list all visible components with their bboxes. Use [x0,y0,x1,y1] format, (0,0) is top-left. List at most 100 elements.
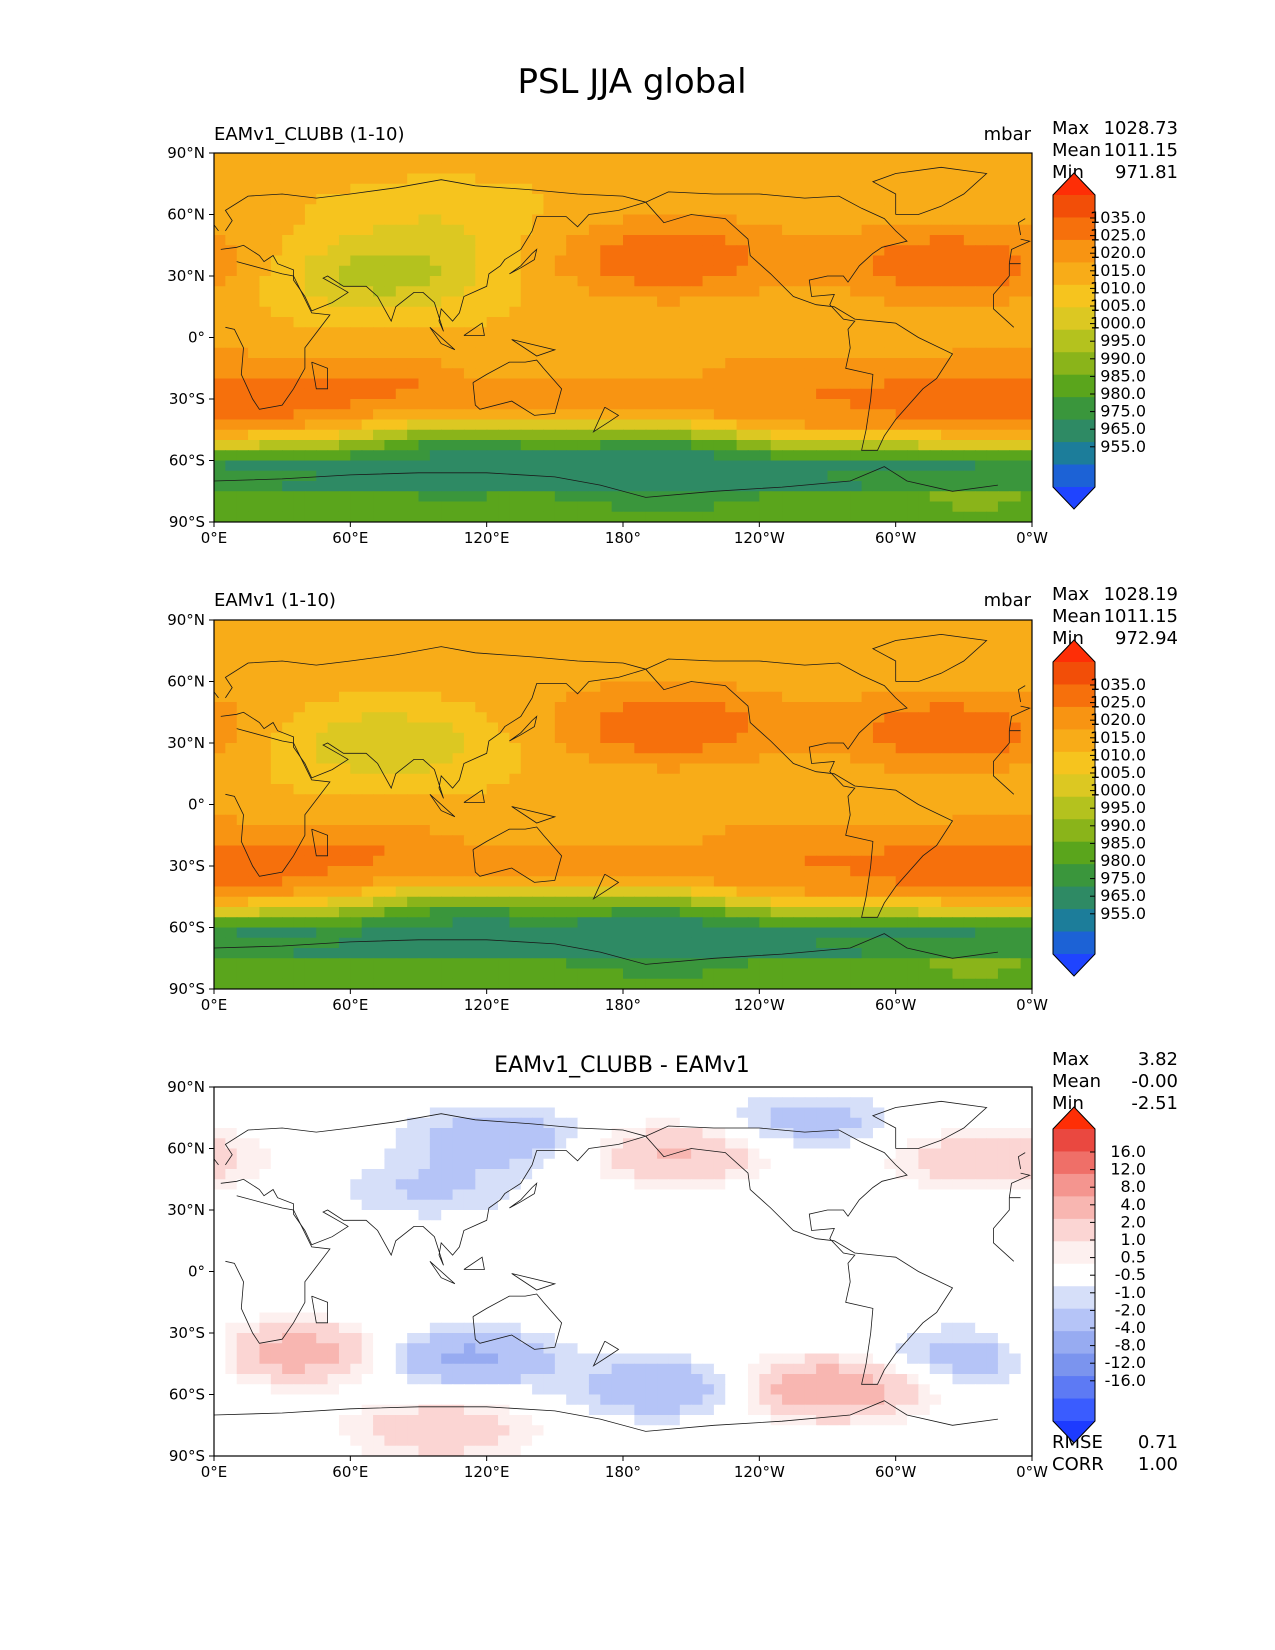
field-cell [373,753,386,765]
field-cell [668,173,681,185]
field-cell [907,306,919,318]
field-cell [452,804,465,816]
field-cell [668,255,681,267]
field-cell [236,702,249,713]
field-cell [657,245,670,257]
field-cell [691,224,704,236]
field-cell [338,460,351,472]
field-cell [543,712,556,724]
field-cell [770,481,783,492]
field-cell [441,722,454,734]
field-cell [850,460,863,472]
field-cell [884,753,897,765]
field-cell [452,501,465,513]
field-cell [827,224,840,236]
field-cell [702,265,715,277]
field-cell [702,399,715,410]
field-cell [793,927,806,939]
field-cell [429,429,442,441]
field-cell [373,763,386,775]
field-cell [850,814,863,826]
field-cell [838,794,851,806]
field-cell [384,855,397,867]
field-cell [816,286,829,298]
field-cell [327,835,340,847]
field-cell [759,671,772,683]
field-cell [827,306,840,318]
field-cell [657,470,670,482]
field-cell [395,620,408,631]
field-cell [509,511,522,522]
field-cell [316,886,329,898]
field-cell [577,927,590,939]
field-cell [554,153,567,164]
field-cell [259,691,272,703]
stat-max-label: Max [1052,584,1090,605]
field-cell [997,440,1010,451]
field-cell [486,429,499,441]
field-cell [975,214,988,226]
field-cell [872,153,885,164]
field-cell [838,763,851,775]
field-cell [293,245,306,257]
field-cell [941,722,954,734]
field-cell [838,640,851,652]
field-cell [975,804,988,816]
field-cell [804,409,817,421]
field-cell [691,825,704,836]
field-cell [770,866,783,877]
field-cell [952,784,965,795]
field-cell [827,276,840,287]
field-cell [702,296,715,308]
field-cell [293,429,306,441]
field-cell [929,640,942,652]
field-cell [623,681,635,693]
field-cell [498,450,510,462]
field-cell [304,650,317,662]
field-cell [577,347,590,359]
field-cell [316,825,329,836]
field-cell [452,896,465,908]
field-cell [350,481,363,492]
field-cell [702,276,715,287]
field-cell [270,927,283,939]
field-cell [816,630,829,642]
field-cell [907,671,919,683]
field-cell [793,886,806,898]
field-cell [850,481,863,492]
field-cell [429,204,442,216]
field-cell [872,368,885,380]
field-cell [679,317,692,328]
field-cell [747,460,760,472]
field-cell [475,784,488,795]
field-cell [759,450,772,462]
field-cell [736,153,749,164]
field-cell [895,327,908,339]
field-cell [225,327,238,339]
field-cell [963,450,976,462]
field-cell [248,814,261,826]
field-cell [793,917,806,929]
field-cell [679,876,692,888]
field-cell [941,681,954,693]
field-cell [713,265,726,277]
field-cell [373,732,386,744]
field-cell [918,491,931,503]
field-cell [941,347,954,359]
field-cell [702,317,715,328]
field-cell [736,286,749,298]
field-cell [361,204,374,216]
field-cell [259,814,272,826]
field-cell [350,650,363,662]
colorbar-label: 1035.0 [1090,208,1146,227]
field-cell [373,409,386,421]
field-cell [884,661,897,672]
field-cell [736,440,749,451]
field-cell [600,732,613,744]
field-cell [373,620,386,631]
field-cell [1020,224,1032,236]
field-cell [634,460,647,472]
field-cell [986,743,999,754]
field-cell [872,630,885,642]
field-cell [498,204,510,216]
